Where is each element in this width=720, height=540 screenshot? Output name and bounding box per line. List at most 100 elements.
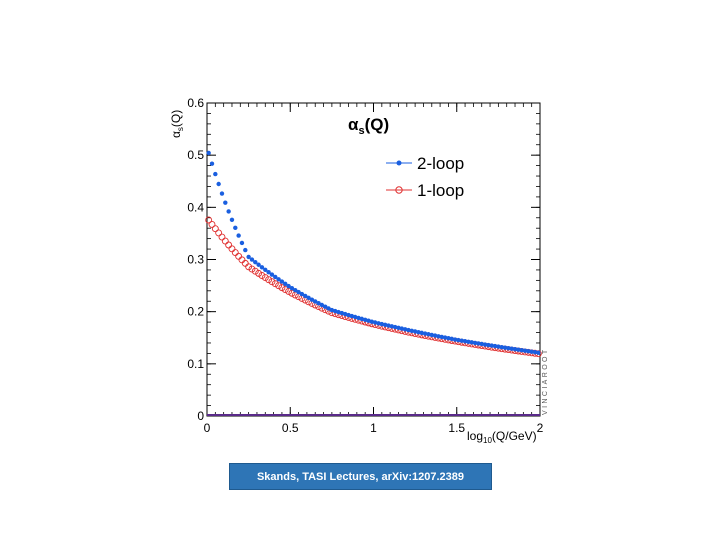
point-2-loop [369,319,375,324]
point-2-loop [432,333,438,338]
point-2-loop [469,340,474,345]
point-2-loop [342,311,348,317]
point-2-loop [389,324,395,329]
point-2-loop [479,341,484,347]
series-1-loop [205,216,542,358]
point-2-loop [316,301,321,306]
axis-ticks: 0 0.5 1 1.5 2 0 0.1 0.2 0.3 0.4 0.5 0.6 [187,96,543,435]
point-2-loop [489,343,494,348]
point-2-loop [472,340,478,346]
point-2-loop [476,341,481,346]
point-2-loop [339,310,345,316]
point-2-loop [216,181,221,187]
point-2-loop [422,331,428,336]
point-2-loop [496,344,501,349]
point-1-loop [271,280,279,288]
point-2-loop [526,348,531,354]
point-2-loop [459,338,464,343]
legend: 2-loop 1-loop [386,154,464,200]
point-2-loop [233,225,238,231]
point-2-loop [466,339,471,344]
point-2-loop [259,265,265,270]
point-2-loop [522,348,528,353]
y-tick-label: 0.6 [187,96,204,110]
point-1-loop [261,274,269,282]
point-2-loop [213,171,218,177]
point-2-loop [333,308,338,314]
point-2-loop [296,289,301,295]
point-2-loop [376,321,381,326]
legend-label-2-loop: 2-loop [417,154,464,173]
point-1-loop [241,259,249,267]
point-2-loop [512,346,518,352]
x-tick-label: 0 [204,421,211,435]
point-1-loop [205,216,213,224]
point-2-loop [456,337,461,343]
point-2-loop [279,279,285,284]
point-2-loop [509,346,514,351]
legend-item-1-loop: 1-loop [386,181,464,200]
axes-frame [206,102,541,417]
point-2-loop [286,283,291,289]
point-2-loop [209,161,215,166]
series-2-loop [206,150,541,355]
point-2-loop [326,306,331,311]
point-1-loop [208,220,216,228]
point-2-loop [436,334,441,339]
point-2-loop [386,323,391,328]
point-2-loop [273,274,278,280]
point-2-loop [223,200,228,205]
point-2-loop [412,329,418,334]
point-2-loop [219,191,225,196]
x-axis-label: log10(Q/GeV) [467,429,537,445]
point-2-loop [406,327,411,333]
point-2-loop [243,247,248,253]
point-2-loop [536,350,541,355]
point-2-loop [379,321,385,327]
x-tick-label: 0.5 [282,421,299,435]
point-1-loop [265,276,273,284]
point-2-loop [266,270,271,275]
point-2-loop [502,345,508,350]
point-1-loop [211,225,219,233]
point-2-loop [283,281,288,287]
point-2-loop [462,339,468,344]
point-2-loop [516,347,521,352]
point-2-loop [492,343,498,349]
plot-frame [206,102,541,417]
citation-text: Skands, TASI Lectures, arXiv:1207.2389 [256,470,465,483]
point-2-loop [319,302,325,308]
point-2-loop [226,209,231,214]
point-2-loop [309,297,315,302]
point-2-loop [532,349,538,355]
point-2-loop [429,332,434,338]
point-1-loop [228,245,236,253]
point-2-loop [299,291,305,297]
point-2-loop [352,314,358,320]
point-2-loop [362,317,368,323]
point-1-loop [258,272,266,279]
point-2-loop [366,318,371,323]
point-2-loop [293,287,298,293]
chart-title: αs(Q) [348,115,389,137]
point-2-loop [529,349,534,354]
point-2-loop [402,327,408,332]
y-tick-label: 0.1 [187,357,204,371]
point-2-loop [446,336,451,341]
point-1-loop [221,237,229,245]
point-2-loop [289,285,295,291]
point-1-loop [285,287,293,295]
point-2-loop [239,240,245,246]
legend-marker-1-loop [395,186,403,194]
point-2-loop [303,293,308,299]
point-2-loop [269,272,275,277]
point-2-loop [426,332,431,337]
point-2-loop [399,326,405,331]
y-tick-label: 0.4 [187,200,204,214]
point-2-loop [336,309,341,315]
point-2-loop [329,307,335,313]
point-2-loop [246,254,251,260]
point-2-loop [499,344,504,350]
point-2-loop [382,322,388,328]
